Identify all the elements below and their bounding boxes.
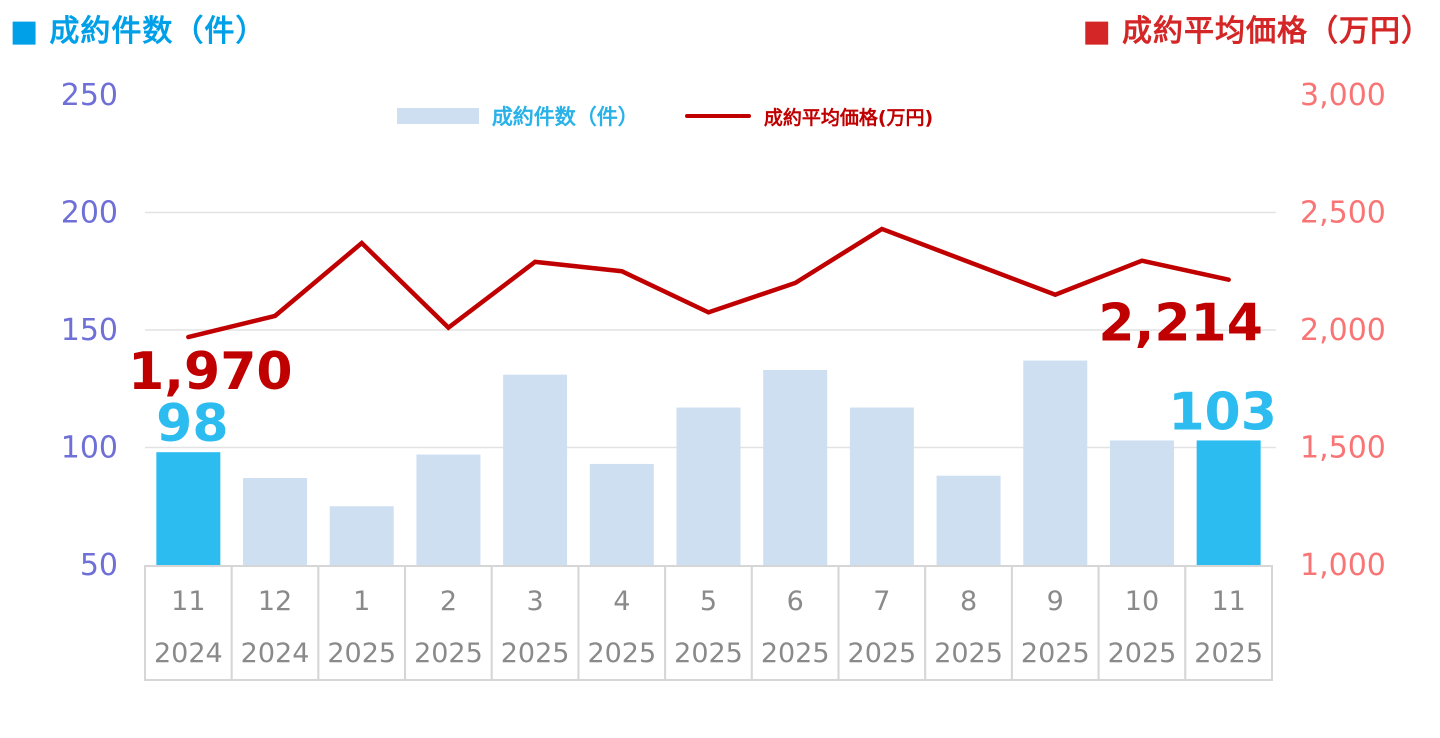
x-tick-month: 10: [1125, 586, 1159, 617]
left-axis-title-text: 成約件数（件）: [49, 14, 267, 49]
legend-item-bars: 成約件数（件）: [396, 101, 639, 131]
bar: [416, 454, 481, 565]
x-tick-year: 2025: [848, 638, 917, 669]
right-axis-title-text: 成約平均価格（万円）: [1122, 14, 1432, 49]
x-category-box: [664, 565, 753, 681]
x-tick-year: 2025: [501, 638, 570, 669]
bar: [503, 374, 568, 565]
x-tick-year: 2025: [674, 638, 743, 669]
data-label-bar: 103: [1168, 382, 1277, 442]
x-tick-year: 2024: [241, 638, 310, 669]
x-tick-month: 5: [700, 586, 717, 617]
x-tick-year: 2025: [1108, 638, 1177, 669]
blue-square-icon: ■: [10, 14, 40, 49]
bar: [849, 407, 914, 565]
x-category-box: [1184, 565, 1274, 681]
x-tick-month: 12: [258, 586, 292, 617]
x-tick-month: 4: [613, 586, 630, 617]
legend-bars-label: 成約件数（件）: [491, 105, 639, 129]
legend: 成約件数（件） 成約平均価格(万円): [0, 101, 1330, 131]
x-category-box: [317, 565, 407, 681]
x-tick-year: 2025: [934, 638, 1003, 669]
x-tick-month: 7: [873, 586, 890, 617]
data-label-line: 1,970: [128, 342, 292, 402]
x-tick-month: 8: [960, 586, 977, 617]
right-axis-tick: 3,000: [1300, 78, 1386, 113]
bar: [329, 506, 394, 565]
right-axis-tick: 2,500: [1300, 196, 1386, 231]
bar-highlighted: [1196, 440, 1261, 565]
right-axis-tick: 2,000: [1300, 313, 1386, 348]
bar: [1109, 440, 1174, 565]
bar: [676, 407, 741, 565]
x-tick-year: 2025: [761, 638, 830, 669]
x-tick-year: 2025: [1194, 638, 1263, 669]
x-tick-year: 2025: [414, 638, 483, 669]
data-label-line: 2,214: [1098, 294, 1262, 354]
right-axis-tick: 1,000: [1300, 548, 1386, 583]
data-label-bar: 98: [156, 394, 228, 454]
price-line: [186, 226, 1231, 340]
left-axis-tick: 150: [61, 313, 118, 348]
x-tick-month: 2: [440, 586, 457, 617]
x-category-box: [837, 565, 927, 681]
x-tick-month: 11: [171, 586, 205, 617]
x-category-box: [230, 565, 320, 681]
x-tick-year: 2024: [154, 638, 223, 669]
legend-line-label: 成約平均価格(万円): [763, 106, 934, 129]
left-axis-tick: 250: [61, 78, 118, 113]
bar: [936, 475, 1001, 565]
x-tick-year: 2025: [327, 638, 396, 669]
x-tick-month: 9: [1047, 586, 1064, 617]
x-tick-year: 2025: [1021, 638, 1090, 669]
x-category-box: [1097, 565, 1187, 681]
left-axis-tick: 100: [61, 431, 118, 466]
left-axis-tick: 50: [80, 548, 118, 583]
x-category-box: [490, 565, 580, 681]
legend-item-line: 成約平均価格(万円): [684, 103, 934, 130]
x-category-box: [1010, 565, 1100, 681]
bar: [243, 478, 308, 565]
bar-series-swatch-icon: [396, 108, 479, 124]
x-category-box: [144, 565, 233, 681]
right-axis-tick: 1,500: [1300, 431, 1386, 466]
red-square-icon: ■: [1082, 14, 1112, 49]
x-tick-month: 6: [787, 586, 804, 617]
left-axis-tick: 200: [61, 196, 118, 231]
bar-highlighted: [156, 452, 221, 565]
x-tick-year: 2025: [587, 638, 656, 669]
line-series-swatch-icon: [684, 114, 751, 118]
x-tick-month: 1: [353, 586, 370, 617]
x-category-box: [750, 565, 840, 681]
left-axis-title: ■ 成約件数（件）: [10, 6, 266, 50]
bar: [763, 369, 828, 565]
bar: [589, 463, 654, 565]
x-tick-month: 11: [1211, 586, 1245, 617]
bar: [1023, 360, 1088, 565]
right-axis-title: ■ 成約平均価格（万円）: [1083, 6, 1432, 50]
x-tick-month: 3: [527, 586, 544, 617]
x-category-box: [404, 565, 493, 681]
